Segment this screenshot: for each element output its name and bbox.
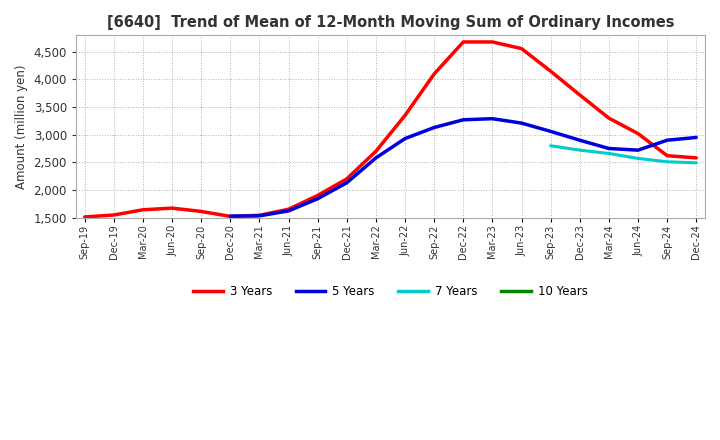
- 3 Years: [459, 39, 467, 44]
- 5 Years: [517, 121, 526, 126]
- 7 Years: [634, 156, 642, 161]
- 5 Years: [372, 155, 380, 161]
- 3 Years: [81, 214, 89, 220]
- 5 Years: [401, 136, 410, 141]
- 3 Years: [168, 205, 176, 211]
- 5 Years: [284, 208, 293, 213]
- 3 Years: [546, 69, 555, 74]
- 7 Years: [605, 151, 613, 156]
- 5 Years: [459, 117, 467, 122]
- 3 Years: [634, 131, 642, 136]
- 5 Years: [255, 213, 264, 219]
- 5 Years: [343, 180, 351, 185]
- 3 Years: [575, 92, 584, 98]
- 3 Years: [284, 207, 293, 212]
- 5 Years: [430, 125, 438, 130]
- Line: 7 Years: 7 Years: [551, 146, 696, 163]
- 3 Years: [343, 176, 351, 182]
- Legend: 3 Years, 5 Years, 7 Years, 10 Years: 3 Years, 5 Years, 7 Years, 10 Years: [189, 280, 593, 303]
- 3 Years: [430, 71, 438, 77]
- 5 Years: [575, 138, 584, 143]
- 5 Years: [663, 138, 672, 143]
- 3 Years: [605, 115, 613, 121]
- 3 Years: [517, 46, 526, 51]
- 5 Years: [605, 146, 613, 151]
- 5 Years: [546, 129, 555, 134]
- 7 Years: [546, 143, 555, 148]
- 3 Years: [313, 193, 322, 198]
- 3 Years: [401, 113, 410, 118]
- 5 Years: [226, 213, 235, 219]
- 7 Years: [663, 159, 672, 165]
- 7 Years: [692, 160, 701, 165]
- 7 Years: [575, 147, 584, 153]
- 3 Years: [488, 39, 497, 44]
- 3 Years: [197, 209, 205, 214]
- 3 Years: [226, 214, 235, 219]
- 5 Years: [692, 135, 701, 140]
- 3 Years: [692, 155, 701, 161]
- Y-axis label: Amount (million yen): Amount (million yen): [15, 64, 28, 189]
- 3 Years: [109, 213, 118, 218]
- Line: 5 Years: 5 Years: [230, 119, 696, 216]
- 3 Years: [372, 149, 380, 154]
- Title: [6640]  Trend of Mean of 12-Month Moving Sum of Ordinary Incomes: [6640] Trend of Mean of 12-Month Moving …: [107, 15, 674, 30]
- 3 Years: [139, 207, 148, 213]
- 3 Years: [255, 213, 264, 218]
- 3 Years: [663, 153, 672, 158]
- 5 Years: [313, 196, 322, 202]
- 5 Years: [488, 116, 497, 121]
- 5 Years: [634, 147, 642, 153]
- Line: 3 Years: 3 Years: [85, 42, 696, 217]
